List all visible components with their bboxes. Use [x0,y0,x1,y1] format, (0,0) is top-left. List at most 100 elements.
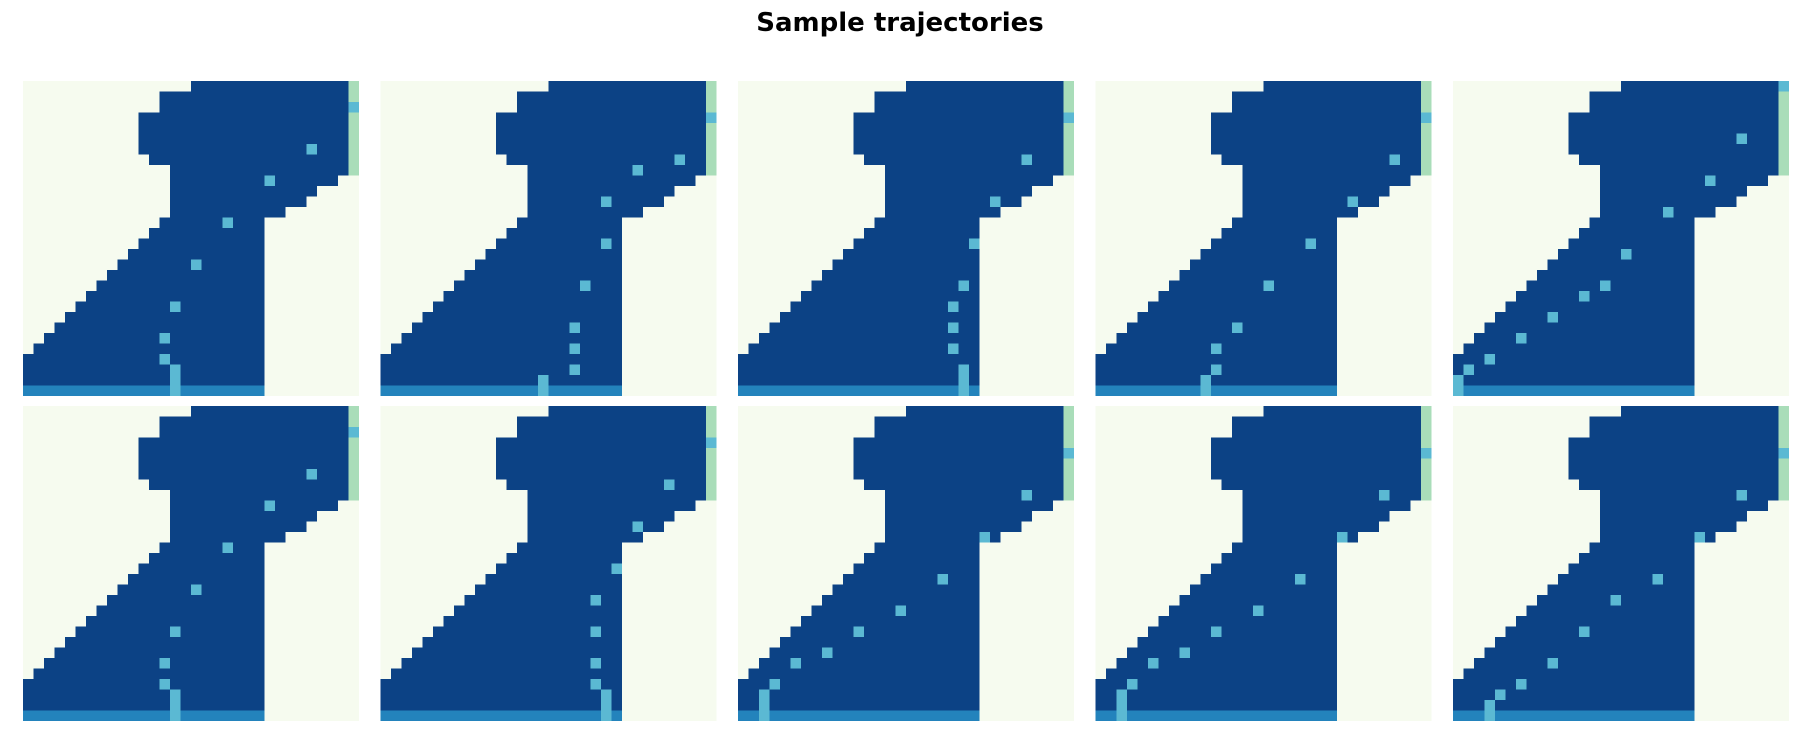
track-cell-row [1568,458,1789,469]
start-line [1453,710,1695,721]
finish-cell [1778,91,1789,102]
track-cell-row [1495,312,1695,323]
finish-cell [1063,479,1074,490]
track-cell-row [748,343,980,354]
track-cell-row [759,658,980,669]
finish-cell [348,469,359,480]
track-cell-row [906,406,1074,417]
trajectory-point [1179,647,1190,658]
track-cell-row [864,479,1074,490]
track-cell-row [1474,333,1695,344]
trajectory-point [1579,291,1590,302]
track-cell-row [1095,354,1337,365]
track-cell-row [1495,637,1695,648]
track-cell-row [1211,133,1432,144]
trajectory-point [853,626,864,637]
track-cell-row [738,700,980,711]
track-cell-row [170,186,317,197]
finish-cell [348,165,359,176]
track-cell-row [159,102,359,113]
track-cell-row [170,532,286,543]
track-cell-row [1474,658,1695,669]
track-cell-row [496,437,717,448]
finish-cell [1421,112,1432,123]
finish-cell [706,91,717,102]
track-cell-row [1106,668,1337,679]
finish-cell [706,479,717,490]
track-cell-row [822,595,980,606]
finish-cell [1063,416,1074,427]
track-cell-row [1484,322,1695,333]
track-cell-row [1621,81,1789,92]
track-cell-row [1484,647,1695,658]
finish-cell [706,133,717,144]
finish-cell [1063,154,1074,165]
track-cell-row [1453,354,1695,365]
track-cell-row [96,605,265,616]
trajectory-point [1547,658,1558,669]
trajectory-point [979,532,990,543]
page-title: Sample trajectories [756,8,1044,38]
track-cell-row [853,238,980,249]
finish-cell [706,165,717,176]
track-cell-row [885,175,1053,186]
track-cell-row [496,133,717,144]
track-cell-row [412,322,622,333]
track-cell-row [874,542,980,553]
track-cell-row [1211,563,1337,574]
track-cell-row [885,511,1032,522]
track-cell-row [517,217,622,228]
track-cell-row [496,563,622,574]
trajectory-point [958,280,969,291]
track-cell-row [1579,154,1789,165]
finish-cell [1063,102,1074,113]
track-cell-row [738,689,980,700]
track-cell-row [1221,479,1432,490]
trajectory-point [1295,574,1306,585]
track-cell-row [475,259,622,270]
track-cell-row [1232,416,1432,427]
finish-cell [1421,81,1432,92]
track-cell-row [527,490,706,501]
track-cell-row [33,343,265,354]
track-cell-row [96,280,265,291]
finish-cell [348,448,359,459]
finish-cell [1421,458,1432,469]
track-cell-row [496,458,717,469]
track-cell-row [1242,521,1379,532]
finish-cell [348,458,359,469]
trajectory-point [170,301,181,312]
finish-cell [1778,458,1789,469]
finish-cell [348,154,359,165]
track-cell-row [1232,217,1337,228]
finish-cell [1421,427,1432,438]
track-cell-row [1242,165,1421,176]
track-cell-row [170,511,317,522]
track-cell-row [149,479,359,490]
track-cell-row [1600,165,1779,176]
trajectory-point [1211,364,1222,375]
track-cell-row [1127,647,1337,658]
trajectory-point [1116,700,1127,711]
track-cell-row [443,616,622,627]
finish-cell [1421,437,1432,448]
finish-cell [1063,91,1074,102]
trajectory-point [1610,595,1621,606]
track-cell-row [170,490,349,501]
finish-cell [1421,102,1432,113]
track-cell-row [496,123,717,134]
finish-cell [706,102,717,113]
track-cell-row [832,259,980,270]
track-cell-row [138,123,359,134]
trajectory-point [1579,626,1590,637]
track-cell-row [1453,679,1695,690]
trajectory-point [1621,249,1632,260]
track-cell-row [1453,700,1695,711]
finish-cell [1778,437,1789,448]
track-cell-row [1242,490,1421,501]
finish-cell [1778,469,1789,480]
finish-cell [706,406,717,417]
track-cell-row [380,375,622,386]
track-cell-row [738,375,980,386]
start-line [1095,710,1337,721]
